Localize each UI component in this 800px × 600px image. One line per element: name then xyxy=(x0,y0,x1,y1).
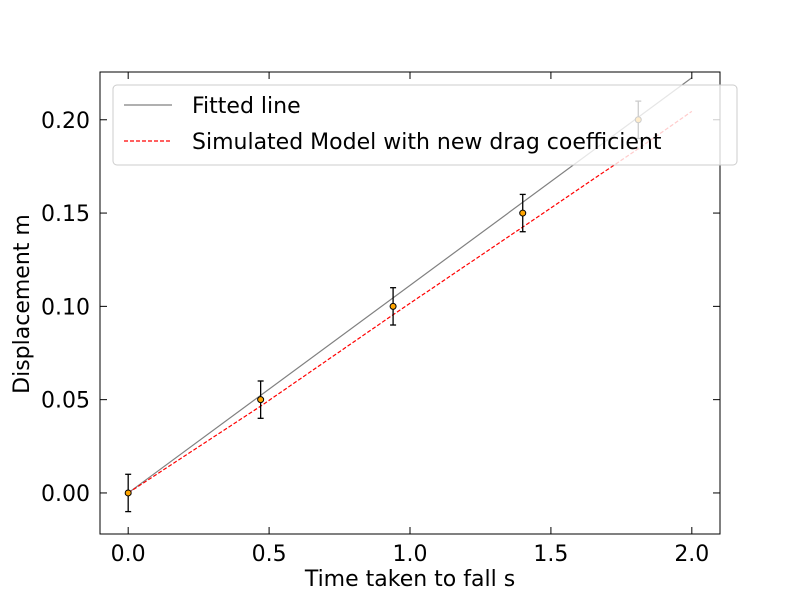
legend: Fitted line Simulated Model with new dra… xyxy=(112,84,738,166)
legend-fitted-line-label: Fitted line xyxy=(192,94,301,119)
y-tick-label: 0.15 xyxy=(41,202,90,227)
x-axis-label: Time taken to fall s xyxy=(304,567,515,592)
legend-box xyxy=(112,84,738,166)
y-axis-label: Displacement m xyxy=(10,214,35,394)
x-tick-label: 2.0 xyxy=(674,542,709,567)
y-tick-label: 0.20 xyxy=(41,109,90,134)
y-tick-label: 0.00 xyxy=(41,482,90,507)
data-point xyxy=(257,396,265,404)
data-point xyxy=(519,209,527,217)
x-tick-label: 1.5 xyxy=(533,542,568,567)
x-tick-label: 1.0 xyxy=(393,542,428,567)
y-tick-label: 0.05 xyxy=(41,389,90,414)
data-point xyxy=(389,302,397,310)
x-tick-label: 0.5 xyxy=(252,542,287,567)
x-tick-label: 0.0 xyxy=(111,542,146,567)
y-tick-label: 0.10 xyxy=(41,295,90,320)
ticks-layer: 0.0 0.5 1.0 1.5 2.0 0.00 0.05 0.10 0.15 0.20 xyxy=(41,72,720,567)
legend-simulated-model-label: Simulated Model with new drag coefficien… xyxy=(192,130,662,155)
data-point xyxy=(124,489,132,497)
